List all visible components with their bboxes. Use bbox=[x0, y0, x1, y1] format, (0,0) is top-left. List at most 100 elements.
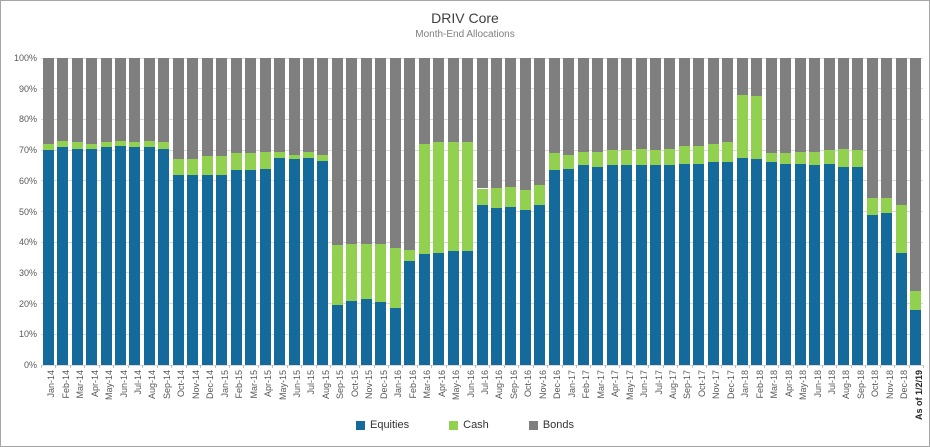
bar-segment-bonds bbox=[490, 58, 502, 189]
bar-segment-equities bbox=[447, 251, 459, 365]
bar-segment-cash bbox=[274, 151, 286, 158]
bar-segment-bonds bbox=[707, 58, 719, 144]
bar-segment-equities bbox=[866, 214, 878, 365]
bar-segment-cash bbox=[404, 249, 416, 261]
axis-tick bbox=[55, 365, 57, 368]
bar-segment-cash bbox=[563, 154, 575, 169]
bar-segment-cash bbox=[794, 151, 806, 164]
x-axis-label: Apr-17 bbox=[610, 370, 621, 398]
bar-segment-bonds bbox=[317, 58, 329, 155]
bar-segment-bonds bbox=[650, 58, 661, 151]
bar-may-15 bbox=[274, 58, 286, 365]
bar-segment-cash bbox=[331, 245, 343, 306]
axis-tick bbox=[257, 365, 259, 368]
bar-segment-bonds bbox=[577, 58, 589, 152]
x-axis-label: Apr-14 bbox=[89, 370, 100, 398]
legend-item-equities: Equities bbox=[355, 419, 409, 431]
bar-segment-equities bbox=[302, 157, 314, 365]
bar-segment-equities bbox=[548, 170, 560, 365]
bar-segment-bonds bbox=[375, 58, 387, 244]
bar-segment-bonds bbox=[158, 58, 170, 143]
bar-segment-equities bbox=[158, 148, 170, 365]
bar-apr-17 bbox=[606, 58, 618, 365]
bar-apr-16 bbox=[433, 58, 445, 365]
bar-segment-cash bbox=[42, 143, 54, 151]
bar-segment-bonds bbox=[389, 58, 401, 249]
axis-tick bbox=[662, 365, 664, 368]
bar-segment-cash bbox=[143, 140, 155, 148]
bar-segment-equities bbox=[736, 157, 748, 365]
axis-tick bbox=[908, 365, 910, 368]
bar-segment-bonds bbox=[404, 58, 416, 250]
x-axis-label: Oct-18 bbox=[870, 370, 881, 398]
bar-segment-equities bbox=[606, 165, 618, 365]
bar-segment-bonds bbox=[563, 58, 575, 155]
x-axis-label: Feb-14 bbox=[60, 370, 71, 399]
chart-title: DRIV Core bbox=[431, 10, 499, 26]
x-axis-label: Oct-17 bbox=[696, 370, 707, 398]
bar-feb-18 bbox=[751, 58, 763, 365]
x-axis-label: Aug-17 bbox=[667, 370, 678, 400]
x-axis-label: Dec-16 bbox=[552, 370, 563, 400]
axis-tick bbox=[142, 365, 144, 368]
bar-aug-17 bbox=[664, 58, 676, 365]
bar-segment-bonds bbox=[534, 58, 546, 186]
bar-segment-equities bbox=[577, 165, 589, 365]
bar-oct-14 bbox=[172, 58, 184, 365]
bar-segment-equities bbox=[765, 162, 777, 365]
axis-tick bbox=[850, 365, 852, 368]
bar-oct-17 bbox=[693, 58, 705, 365]
bar-segment-cash bbox=[158, 142, 170, 149]
bar-segment-cash bbox=[548, 153, 560, 171]
bar-segment-equities bbox=[404, 260, 416, 365]
axis-tick bbox=[315, 365, 317, 368]
bar-may-17 bbox=[621, 58, 633, 365]
x-axis-label: Sep-15 bbox=[335, 370, 346, 400]
y-axis-label: 50% bbox=[18, 206, 37, 217]
bar-segment-cash bbox=[433, 142, 445, 253]
y-axis-label: 60% bbox=[18, 175, 37, 186]
axis-tick bbox=[286, 365, 288, 368]
bar-apr-18 bbox=[780, 58, 792, 365]
bar-sep-15 bbox=[331, 58, 343, 365]
bar-segment-cash bbox=[418, 143, 430, 255]
bar-mar-16 bbox=[418, 58, 430, 365]
bar-segment-cash bbox=[765, 153, 777, 163]
x-axis-label: As of 1/2/19 bbox=[913, 370, 924, 421]
bar-segment-bonds bbox=[837, 58, 849, 149]
bar-segment-bonds bbox=[187, 58, 199, 160]
axis-tick bbox=[156, 365, 158, 368]
bar-segment-equities bbox=[881, 213, 893, 365]
bar-segment-equities bbox=[433, 252, 445, 365]
bar-segment-cash bbox=[115, 140, 127, 146]
bar-segment-bonds bbox=[852, 58, 864, 151]
axis-tick bbox=[677, 365, 679, 368]
axis-tick bbox=[633, 365, 635, 368]
axis-tick bbox=[763, 365, 765, 368]
legend-label: Cash bbox=[463, 419, 489, 431]
bar-dec-17 bbox=[722, 58, 734, 365]
axis-tick bbox=[503, 365, 505, 368]
bar-segment-bonds bbox=[462, 58, 474, 143]
bar-segment-equities bbox=[505, 206, 517, 365]
bar-segment-cash bbox=[187, 159, 199, 175]
bar-nov-17 bbox=[707, 58, 719, 365]
axis-tick bbox=[41, 365, 42, 368]
bar-jul-18 bbox=[823, 58, 835, 365]
axis-tick bbox=[604, 365, 606, 368]
bar-feb-17 bbox=[577, 58, 589, 365]
axis-tick bbox=[706, 365, 708, 368]
x-axis-label: Jun-17 bbox=[639, 370, 650, 398]
bar-segment-cash bbox=[462, 142, 474, 252]
bar-jul-17 bbox=[650, 58, 661, 365]
bar-segment-equities bbox=[288, 159, 300, 365]
bar-segment-equities bbox=[664, 165, 676, 365]
bar-segment-equities bbox=[780, 163, 792, 365]
bar-segment-bonds bbox=[794, 58, 806, 152]
axis-tick bbox=[272, 365, 274, 368]
bar-dec-18 bbox=[895, 58, 907, 365]
bar-segment-equities bbox=[693, 163, 705, 365]
bar-segment-bonds bbox=[100, 58, 112, 143]
x-axis-label: Nov-14 bbox=[190, 370, 201, 400]
bar-jan-15 bbox=[216, 58, 228, 365]
